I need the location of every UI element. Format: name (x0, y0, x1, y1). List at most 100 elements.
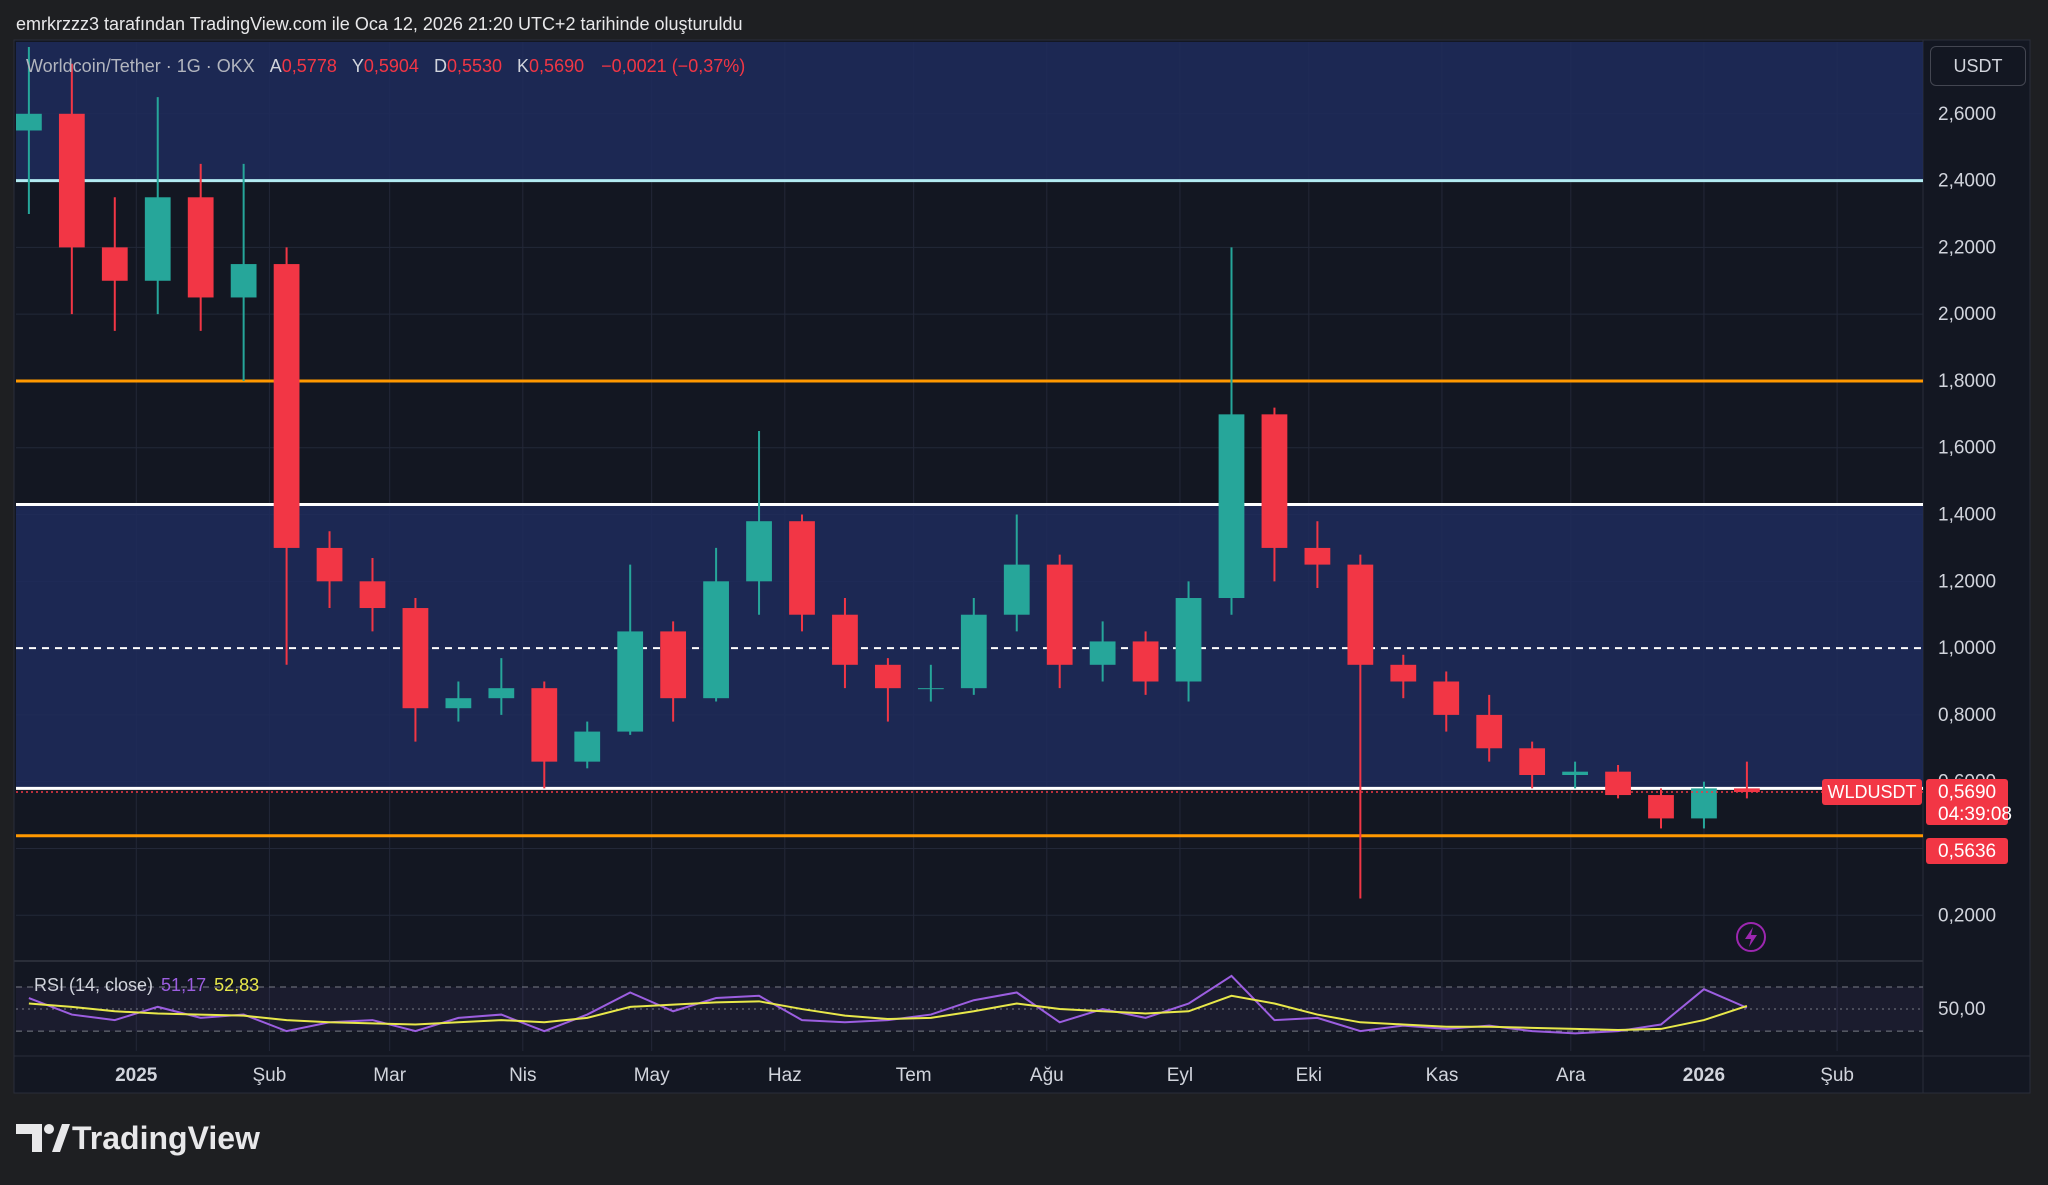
candle-body (1089, 641, 1116, 665)
candle-body (1347, 564, 1374, 665)
y-tick-label: 2,2000 (1938, 237, 1996, 258)
brand: TradingView (72, 1120, 260, 1156)
x-tick-label: Eki (1296, 1065, 1322, 1086)
rsi-legend-part: RSI (14, close) (34, 975, 153, 995)
candle-body (1390, 664, 1417, 682)
candle-body (445, 698, 472, 709)
x-tick-label: Şub (253, 1065, 287, 1086)
candle-body (660, 631, 687, 699)
y-tick-label: 0,2000 (1938, 905, 1996, 926)
candle-body (488, 688, 515, 699)
candle-body (531, 688, 558, 762)
x-tick-label: Eyl (1167, 1065, 1193, 1086)
countdown: 04:39:08 (1938, 804, 2012, 825)
x-tick-label: Şub (1820, 1065, 1854, 1086)
x-tick-label: Tem (896, 1065, 932, 1086)
price-tag-bg (1926, 779, 2008, 826)
price-tag: 0,5636 (1938, 841, 1996, 862)
candle-body (1218, 414, 1245, 599)
candle-body (746, 521, 772, 582)
candle-body (1648, 795, 1674, 819)
candle-body (1046, 564, 1073, 665)
candles (16, 47, 1760, 899)
rsi-line (28, 994, 1748, 1032)
candle-body (1175, 598, 1202, 682)
currency-button[interactable]: USDT (1930, 46, 2026, 86)
ohlc-key: K (517, 56, 530, 76)
candle-body (1562, 771, 1588, 776)
x-tick-label: Mar (373, 1065, 406, 1086)
candle-body (574, 731, 601, 762)
candle-body (832, 614, 858, 665)
x-tick-label: 2026 (1683, 1065, 1725, 1086)
logo-part (16, 1124, 42, 1152)
x-tick-label: Ara (1556, 1065, 1586, 1086)
symbol-legend: Worldcoin/Tether · 1G · OKX A0,5778 Y0,5… (26, 56, 745, 77)
candle-body (1691, 788, 1717, 819)
logo-part (44, 1124, 54, 1134)
y-tick-label: 1,8000 (1938, 371, 1996, 392)
candle-body (1605, 771, 1631, 796)
y-tick-label: 2,4000 (1938, 171, 1996, 192)
candle-body (960, 614, 987, 689)
y-tick-label: 2,6000 (1938, 104, 1996, 125)
candle-body (359, 581, 386, 609)
x-tick-label: May (634, 1065, 670, 1086)
candle-body (230, 264, 257, 298)
ohlc-key: D (433, 56, 447, 76)
candle-body (1519, 748, 1546, 776)
x-tick-label: Nis (509, 1065, 536, 1086)
x-tick-label: Haz (768, 1065, 802, 1086)
alert-bolt[interactable] (1745, 927, 1757, 947)
ohlc-key: Y (351, 56, 364, 76)
candle-body (703, 581, 729, 699)
candle-body (144, 197, 171, 281)
y-tick-label: 1,4000 (1938, 505, 1996, 526)
candle-body (273, 264, 300, 548)
price-tag-bg (1926, 838, 2008, 865)
logo-part (52, 1124, 70, 1152)
y-tick-label: 2,0000 (1938, 304, 1996, 325)
rsi-legend: RSI (14, close) 51,17 52,83 (34, 975, 259, 995)
candle-body (58, 113, 85, 248)
y-tick-label: 1,2000 (1938, 571, 1996, 592)
rsi-legend-part: 51,17 (161, 975, 206, 995)
candle-body (1734, 788, 1760, 793)
price-tag: 0,5690 (1938, 782, 1996, 803)
alert-icon[interactable] (1736, 922, 1766, 952)
candle-body (1304, 547, 1331, 565)
symbol-tag-bg (1822, 779, 1922, 806)
candle-body (187, 197, 214, 298)
candle-body (1132, 641, 1159, 682)
y-tick-label: 1,6000 (1938, 438, 1996, 459)
candle-body (1433, 681, 1460, 715)
candle-body (789, 521, 815, 615)
candle-body (16, 113, 42, 131)
y-tick-label: 0,8000 (1938, 705, 1996, 726)
ohlc-value: 0,5530 (446, 56, 503, 76)
ohlc-key: A (269, 56, 282, 76)
candle-body (617, 631, 644, 732)
ohlc-value: 0,5778 (281, 56, 337, 76)
rsi-tick-label: 50,00 (1938, 999, 1986, 1020)
symbol-tag: WLDUSDT (1828, 782, 1917, 802)
alert-circle[interactable] (1736, 922, 1766, 952)
ohlc-value: 0,5690 (529, 56, 585, 76)
candle-body (917, 688, 944, 690)
candle-body (101, 247, 128, 281)
y-tick-label: 1,0000 (1938, 638, 1996, 659)
rsi-band (16, 986, 1923, 1032)
symbol-title: Worldcoin/Tether · 1G · OKX (26, 56, 255, 76)
rsi-pane: 50,00 RSI (14, close) 51,17 52,83 (16, 974, 1986, 1035)
change: −0,0021 (−0,37%) (601, 56, 746, 76)
rsi-line (28, 974, 1748, 1035)
candle-body (1261, 414, 1288, 548)
candle-body (1476, 714, 1503, 749)
ohlc-value: 0,5904 (363, 56, 419, 76)
x-tick-label: 2025 (115, 1065, 158, 1086)
candle-body (1003, 564, 1030, 615)
candle-body (875, 664, 901, 689)
